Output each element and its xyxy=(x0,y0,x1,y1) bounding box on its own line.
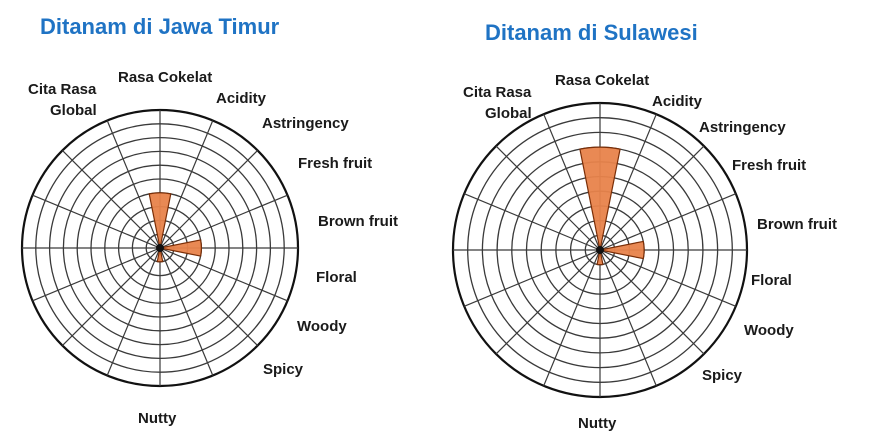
svg-text:Spicy: Spicy xyxy=(702,367,743,384)
category-label-fresh-fruit: Fresh fruit xyxy=(298,155,372,172)
svg-text:Cita Rasa: Cita Rasa xyxy=(463,84,532,101)
svg-text:Brown fruit: Brown fruit xyxy=(318,213,398,230)
grid-spoke xyxy=(599,249,705,355)
svg-text:Global: Global xyxy=(485,105,532,122)
grid-spoke xyxy=(61,149,161,249)
category-label-woody: Woody xyxy=(744,322,794,339)
category-label-nutty: Nutty xyxy=(138,410,177,427)
chart-panel-jawa-timur: Ditanam di Jawa Timur Rasa Cokelat Acidit… xyxy=(0,0,434,447)
svg-text:Global: Global xyxy=(50,102,97,119)
svg-text:Brown fruit: Brown fruit xyxy=(757,216,837,233)
svg-text:Fresh fruit: Fresh fruit xyxy=(732,157,806,174)
svg-text:Acidity: Acidity xyxy=(216,90,267,107)
category-label-acidity: Acidity xyxy=(652,93,703,110)
wedge-nutty xyxy=(156,247,164,263)
category-label-rasa-cokelat: Rasa Cokelat xyxy=(118,69,212,86)
category-label-brown-fruit: Brown fruit xyxy=(318,213,398,230)
grid-spoke xyxy=(32,247,161,302)
center-dot xyxy=(156,244,164,252)
wedge-rasa-cokelat xyxy=(148,192,172,249)
grid-spoke xyxy=(159,120,214,249)
grid-spoke xyxy=(106,120,161,249)
category-label-nutty: Nutty xyxy=(578,415,617,432)
grid-spoke xyxy=(599,145,705,251)
wedge-brown-fruit xyxy=(159,239,202,257)
grid-spoke xyxy=(543,113,601,251)
center-dot xyxy=(596,246,604,254)
category-label-cita-rasa-global: Cita Rasa Global xyxy=(463,84,532,122)
svg-text:Astringency: Astringency xyxy=(262,115,349,132)
category-label-brown-fruit: Brown fruit xyxy=(757,216,837,233)
category-label-floral: Floral xyxy=(316,269,357,286)
grid-spoke xyxy=(159,247,214,376)
category-label-floral: Floral xyxy=(751,272,792,289)
svg-text:Woody: Woody xyxy=(744,322,794,339)
grid-spoke xyxy=(495,145,601,251)
category-label-fresh-fruit: Fresh fruit xyxy=(732,157,806,174)
svg-text:Floral: Floral xyxy=(751,272,792,289)
wedge-nutty xyxy=(596,249,604,266)
category-label-spicy: Spicy xyxy=(702,367,743,384)
svg-text:Nutty: Nutty xyxy=(578,415,617,432)
chart-title: Ditanam di Jawa Timur xyxy=(40,14,280,39)
grid-spoke xyxy=(463,249,601,307)
grid-spoke xyxy=(159,149,259,249)
chart-panel-sulawesi: Ditanam di Sulawesi Rasa Cokelat Acidity A… xyxy=(435,0,869,447)
grid-spoke xyxy=(599,249,737,307)
grid-spoke xyxy=(159,247,259,347)
svg-text:Acidity: Acidity xyxy=(652,93,703,110)
grid-spoke xyxy=(599,193,737,251)
grid-spoke xyxy=(495,249,601,355)
chart-title: Ditanam di Sulawesi xyxy=(485,20,698,45)
svg-text:Fresh fruit: Fresh fruit xyxy=(298,155,372,172)
wedge-rasa-cokelat xyxy=(579,146,621,251)
svg-text:Nutty: Nutty xyxy=(138,410,177,427)
grid-spoke xyxy=(543,249,601,387)
grid-spoke xyxy=(32,194,161,249)
grid-spoke xyxy=(463,193,601,251)
category-label-acidity: Acidity xyxy=(216,90,267,107)
category-label-astringency: Astringency xyxy=(699,119,786,136)
svg-text:Spicy: Spicy xyxy=(263,361,304,378)
category-label-rasa-cokelat: Rasa Cokelat xyxy=(555,72,649,89)
category-label-spicy: Spicy xyxy=(263,361,304,378)
svg-text:Rasa Cokelat: Rasa Cokelat xyxy=(555,72,649,89)
grid-spoke xyxy=(106,247,161,376)
category-label-astringency: Astringency xyxy=(262,115,349,132)
grid-spoke xyxy=(599,249,657,387)
grid-spoke xyxy=(159,194,288,249)
svg-text:Woody: Woody xyxy=(297,318,347,335)
wedge-brown-fruit xyxy=(599,240,645,260)
svg-text:Cita Rasa: Cita Rasa xyxy=(28,81,97,98)
grid-spoke xyxy=(599,113,657,251)
category-label-cita-rasa-global: Cita Rasa Global xyxy=(28,81,97,119)
svg-text:Rasa Cokelat: Rasa Cokelat xyxy=(118,69,212,86)
grid-spoke xyxy=(159,247,288,302)
svg-text:Floral: Floral xyxy=(316,269,357,286)
grid-spoke xyxy=(61,247,161,347)
svg-text:Astringency: Astringency xyxy=(699,119,786,136)
category-label-woody: Woody xyxy=(297,318,347,335)
